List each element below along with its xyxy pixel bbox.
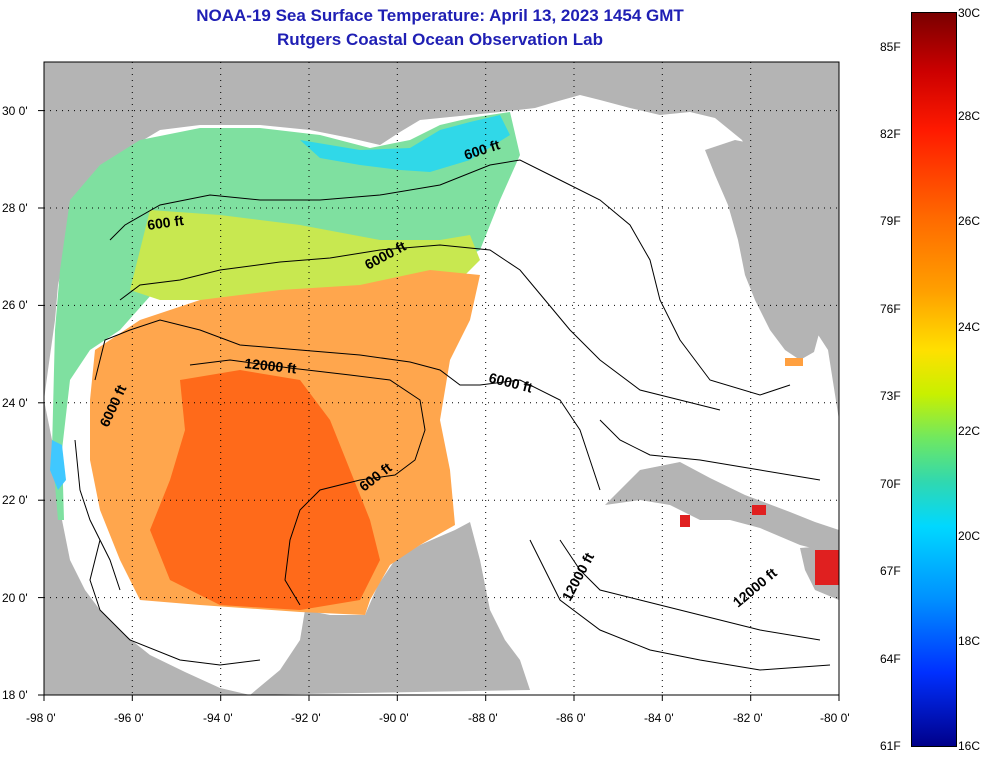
lon-tick-label: -90 0': [379, 711, 409, 725]
colorbar-c-label: 30C: [958, 6, 981, 20]
contour-label: 600 ft: [146, 212, 185, 233]
axis-ticks: [38, 110, 840, 701]
sst-overlay: [50, 112, 839, 615]
lon-tick-label: -88 0': [468, 711, 498, 725]
florida-peninsula: [705, 140, 820, 360]
sst-red-patch-2: [752, 505, 766, 515]
mexico-land: [44, 400, 250, 695]
lat-lon-grid: [44, 62, 839, 695]
colorbar-c-label: 26C: [958, 214, 981, 228]
lat-tick-label: 24 0': [2, 396, 28, 410]
sst-yellow-band: [130, 210, 480, 300]
sst-hot-loop: [150, 370, 380, 610]
sst-orange-keys: [785, 358, 803, 366]
colorbar-f-label: 82F: [880, 127, 901, 141]
lon-tick-label: -86 0': [556, 711, 586, 725]
lon-tick-label: -84 0': [644, 711, 674, 725]
colorbar-c-label: 24C: [958, 320, 981, 334]
lon-tick-label: -82 0': [733, 711, 763, 725]
sst-red-patch-1: [815, 550, 839, 585]
cuba: [605, 462, 839, 555]
contour-label: 12000 ft: [244, 355, 298, 376]
lat-tick-label: 22 0': [2, 493, 28, 507]
colorbar-c-label: 22C: [958, 424, 981, 438]
colorbar-f-label: 76F: [880, 302, 901, 316]
colorbar-c-label: 18C: [958, 634, 981, 648]
lon-tick-label: -92 0': [291, 711, 321, 725]
colorbar-f-label: 61F: [880, 739, 901, 753]
us-gulf-coast-land: [44, 62, 839, 420]
colorbar-f-label: 73F: [880, 389, 901, 403]
colorbar-f-label: 79F: [880, 214, 901, 228]
bathymetry-contours: [74, 159, 831, 671]
lon-tick-label: -96 0': [114, 711, 144, 725]
map-title: NOAA-19 Sea Surface Temperature: April 1…: [196, 6, 684, 25]
lon-tick-label: -98 0': [26, 711, 56, 725]
colorbar-f-label: 70F: [880, 477, 901, 491]
colorbar-f-label: 85F: [880, 40, 901, 54]
map-subtitle: Rutgers Coastal Ocean Observation Lab: [277, 30, 603, 49]
colorbar-f-label: 64F: [880, 652, 901, 666]
colorbar-c-label: 16C: [958, 739, 981, 753]
lat-tick-label: 30 0': [2, 104, 28, 118]
land-masses: [44, 62, 839, 695]
sst-cyan-coast: [300, 115, 510, 172]
lat-tick-label: 20 0': [2, 591, 28, 605]
lat-tick-label: 18 0': [2, 688, 28, 702]
colorbar: [911, 12, 957, 747]
lat-tick-label: 28 0': [2, 201, 28, 215]
sst-red-patch-3: [680, 515, 690, 527]
colorbar-c-label: 28C: [958, 109, 981, 123]
map-frame: [43, 61, 840, 696]
lon-tick-label: -94 0': [203, 711, 233, 725]
colorbar-c-label: 20C: [958, 529, 981, 543]
sst-cool-west: [50, 440, 66, 490]
lat-tick-label: 26 0': [2, 298, 28, 312]
yucatan-and-central-america: [250, 522, 530, 695]
colorbar-f-label: 67F: [880, 564, 901, 578]
lon-tick-label: -80 0': [820, 711, 850, 725]
